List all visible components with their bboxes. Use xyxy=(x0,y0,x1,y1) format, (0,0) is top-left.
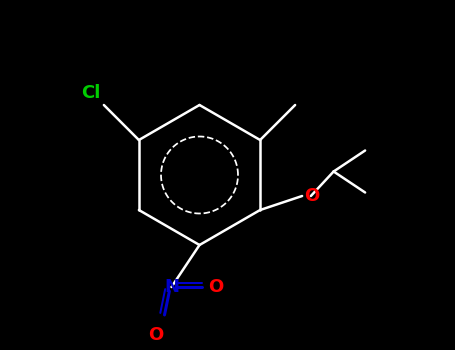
Text: N: N xyxy=(164,278,179,296)
Text: Cl: Cl xyxy=(81,84,101,101)
Text: O: O xyxy=(304,187,319,205)
Text: O: O xyxy=(148,326,163,343)
Text: O: O xyxy=(208,278,223,296)
